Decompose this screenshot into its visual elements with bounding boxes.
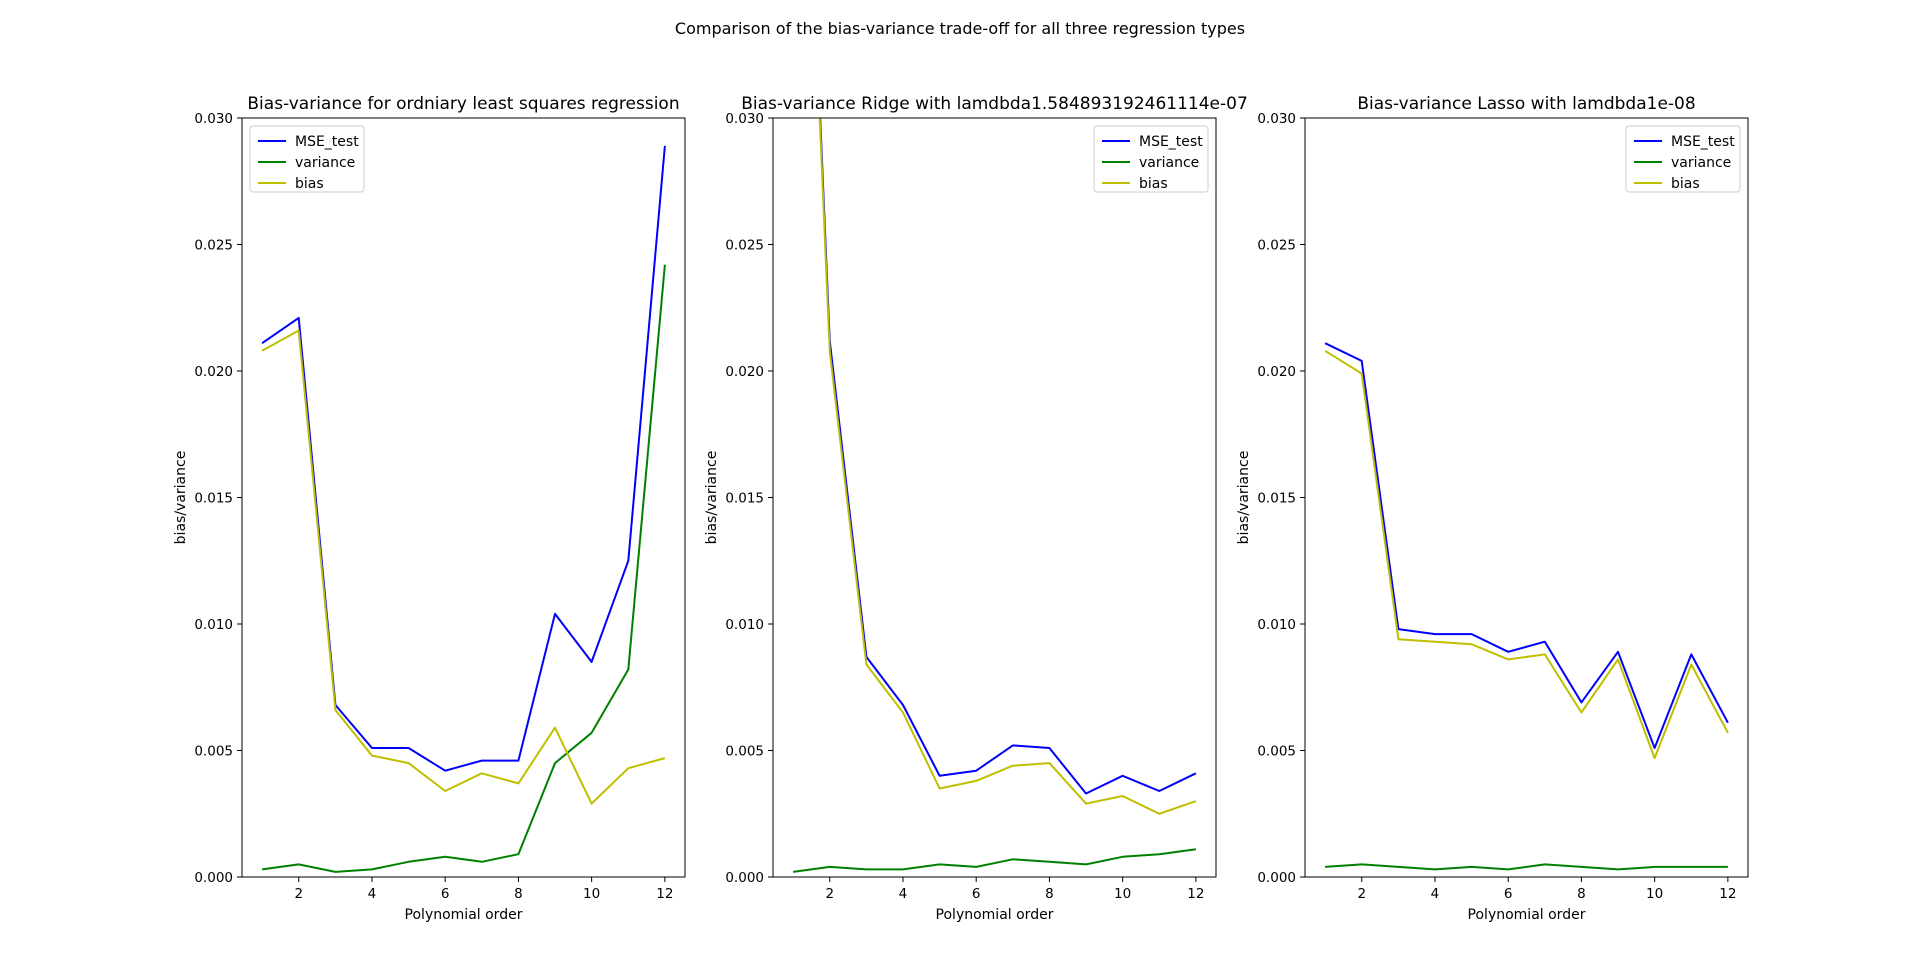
x-tick-label: 6 (1504, 886, 1513, 902)
legend: MSE_test variance bias (249, 125, 365, 193)
series-group (792, 118, 1197, 873)
series-line-variance (261, 264, 666, 873)
legend-label: bias (1671, 176, 1700, 192)
y-tick-label: 0.030 (725, 111, 764, 127)
x-tick-label: 12 (1187, 886, 1204, 902)
x-tick-label: 10 (583, 886, 600, 902)
series-line-MSE_test (1324, 342, 1729, 749)
y-tick-label: 0.005 (725, 744, 764, 760)
y-axis-label: bias/variance (1236, 451, 1252, 545)
x-tick-label: 8 (1045, 886, 1054, 902)
panel-ols: Bias-variance for ordniary least squares… (173, 94, 686, 923)
x-tick-label: 10 (1646, 886, 1663, 902)
y-tick-label: 0.005 (194, 744, 233, 760)
x-tick-label: 12 (1719, 886, 1736, 902)
y-tick-label: 0.025 (1257, 238, 1296, 254)
series-line-bias (818, 118, 1197, 815)
y-tick-label: 0.000 (194, 870, 233, 886)
series-group (261, 145, 666, 873)
figure-title: Comparison of the bias-variance trade-of… (675, 19, 1245, 38)
y-tick-label: 0.000 (725, 870, 764, 886)
y-tick-label: 0.010 (725, 617, 764, 633)
y-tick-label: 0.000 (1257, 870, 1296, 886)
series-line-variance (792, 848, 1197, 873)
panel-title: Bias-variance Ridge with lamdbda1.584893… (741, 94, 1248, 114)
legend-label: MSE_test (1139, 134, 1203, 150)
legend-box (249, 125, 365, 193)
y-tick-label: 0.025 (725, 238, 764, 254)
axes-frame (1304, 117, 1749, 878)
panel-title: Bias-variance Lasso with lamdbda1e-08 (1357, 94, 1695, 114)
x-axis-label: Polynomial order (936, 907, 1054, 923)
series-line-MSE_test (261, 145, 666, 772)
legend-label: MSE_test (295, 134, 359, 150)
x-axis-label: Polynomial order (1468, 907, 1586, 923)
axes-frame (241, 117, 686, 878)
legend-box (1093, 125, 1209, 193)
legend: MSE_test variance bias (1093, 125, 1209, 193)
legend-box (1625, 125, 1741, 193)
y-tick-label: 0.020 (1257, 364, 1296, 380)
series-line-MSE_test (819, 118, 1197, 795)
series-line-bias (261, 329, 666, 805)
legend: MSE_test variance bias (1625, 125, 1741, 193)
x-axis-label: Polynomial order (405, 907, 523, 923)
x-tick-label: 4 (1431, 886, 1440, 902)
x-tick-label: 8 (1577, 886, 1586, 902)
legend-label: bias (295, 176, 324, 192)
series-group (1324, 342, 1729, 871)
y-axis-label: bias/variance (173, 451, 189, 545)
y-tick-label: 0.010 (194, 617, 233, 633)
x-tick-label: 4 (368, 886, 377, 902)
panel-ridge: Bias-variance Ridge with lamdbda1.584893… (704, 94, 1248, 923)
x-tick-label: 12 (656, 886, 673, 902)
x-tick-label: 2 (1357, 886, 1366, 902)
y-tick-label: 0.030 (194, 111, 233, 127)
x-tick-label: 2 (294, 886, 303, 902)
panel-lasso: Bias-variance Lasso with lamdbda1e-08 2 4 6… (1236, 94, 1749, 923)
legend-label: variance (1139, 155, 1199, 171)
legend-label: variance (295, 155, 355, 171)
y-tick-label: 0.025 (194, 238, 233, 254)
x-tick-label: 6 (972, 886, 981, 902)
x-tick-label: 10 (1114, 886, 1131, 902)
x-tick-label: 8 (514, 886, 523, 902)
legend-label: variance (1671, 155, 1731, 171)
x-tick-label: 4 (899, 886, 908, 902)
y-tick-label: 0.020 (725, 364, 764, 380)
x-tick-label: 6 (441, 886, 450, 902)
axes-frame (772, 117, 1217, 878)
series-line-bias (1324, 349, 1729, 760)
x-tick-label: 2 (825, 886, 834, 902)
y-tick-label: 0.015 (194, 491, 233, 507)
y-axis-label: bias/variance (704, 451, 720, 545)
y-tick-label: 0.010 (1257, 617, 1296, 633)
y-tick-label: 0.015 (725, 491, 764, 507)
legend-label: bias (1139, 176, 1168, 192)
y-tick-label: 0.005 (1257, 744, 1296, 760)
y-tick-label: 0.030 (1257, 111, 1296, 127)
y-tick-label: 0.015 (1257, 491, 1296, 507)
legend-label: MSE_test (1671, 134, 1735, 150)
series-line-variance (1325, 863, 1728, 871)
y-tick-label: 0.020 (194, 364, 233, 380)
panel-title: Bias-variance for ordniary least squares… (247, 94, 679, 114)
